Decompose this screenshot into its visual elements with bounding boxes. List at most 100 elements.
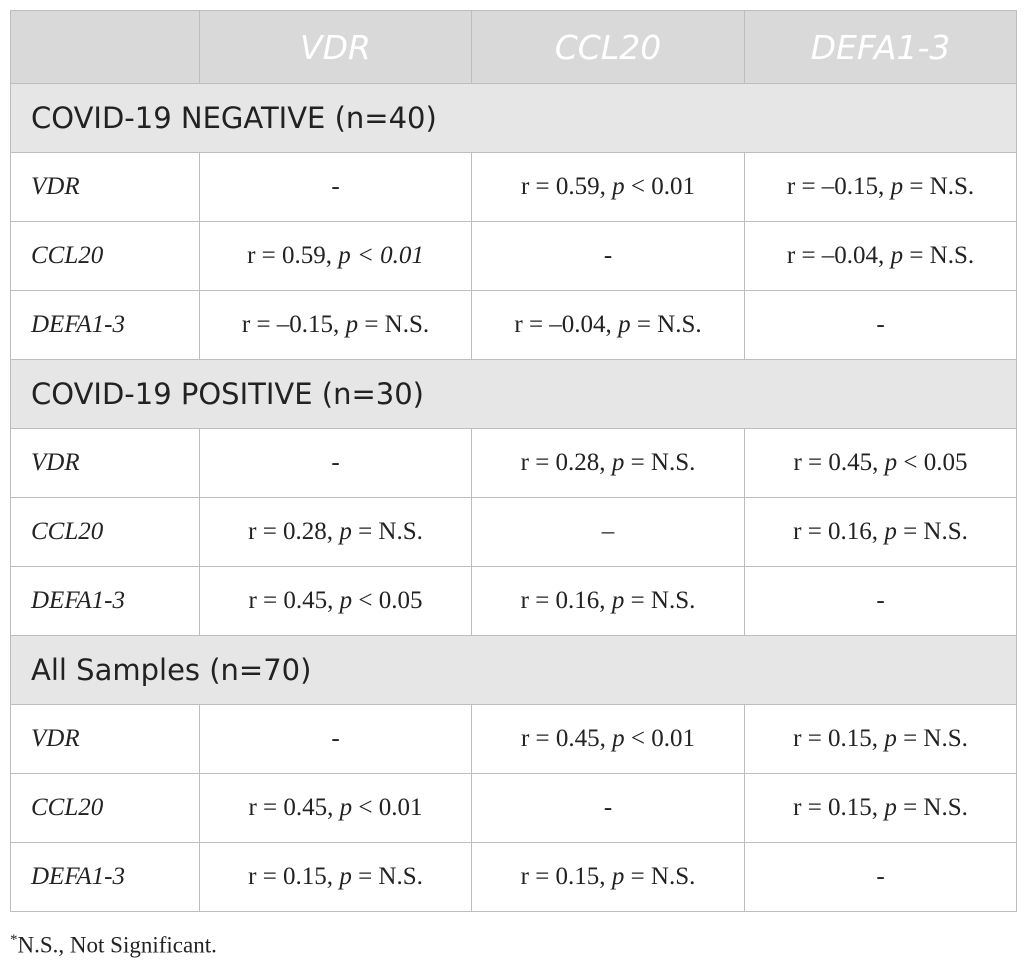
row-label: CCL20 [10,773,200,843]
correlation-cell: - [199,704,472,774]
p-symbol: p [339,518,352,545]
r-value: r = 0.28, [520,449,612,476]
correlation-cell: r = 0.45, p < 0.05 [199,566,472,636]
p-symbol: p [890,173,904,200]
correlation-cell: r = 0.28, p = N.S. [199,497,472,567]
p-symbol: p [884,725,897,752]
correlation-cell: r = 0.28, p = N.S. [471,428,745,498]
p-value: = N.S. [896,518,968,545]
p-value: = N.S. [624,863,696,890]
table-row: VDR - r = 0.59, p < 0.01 r = –0.15, p = N.S… [10,152,1017,222]
r-value: r = 0.15, [248,863,340,890]
r-value: r = 0.16, [793,518,885,545]
p-symbol: p [611,587,625,614]
r-value: r = –0.04, [514,311,619,338]
r-value: r = 0.45, [248,587,340,614]
p-value: < 0.01 [350,242,424,269]
table-row: DEFA1-3 r = 0.15, p = N.S. r = 0.15, p = N… [10,842,1017,912]
p-symbol: p [884,794,897,821]
row-label: VDR [10,428,200,498]
empty-dash: - [603,794,613,821]
r-value: r = 0.59, [247,242,339,269]
p-value: = N.S. [351,518,423,545]
correlation-table: VDR CCL20 DEFA1-3 COVID-19 NEGATIVE (n=4… [10,10,1017,912]
group-row: COVID-19 POSITIVE (n=30) [10,359,1017,429]
p-symbol: p [339,587,353,614]
group-title: COVID-19 POSITIVE (n=30) [10,359,1017,429]
r-value: r = 0.15, [793,725,885,752]
row-label: VDR [10,152,200,222]
header-defa1-3: DEFA1-3 [744,10,1017,84]
p-symbol: p [884,449,898,476]
r-value: r = 0.15, [793,794,885,821]
p-value: = N.S. [903,242,975,269]
p-symbol: p [339,863,352,890]
p-value: = N.S. [630,311,702,338]
row-label: CCL20 [10,221,200,291]
group-row: All Samples (n=70) [10,635,1017,705]
p-value: < 0.01 [624,173,696,200]
correlation-cell: r = –0.15, p = N.S. [199,290,472,360]
footnote: *N.S., Not Significant. [10,932,217,959]
row-label: DEFA1-3 [10,842,200,912]
correlation-cell: r = 0.15, p = N.S. [199,842,472,912]
correlation-cell: r = 0.59, p < 0.01 [471,152,745,222]
r-value: r = 0.15, [520,863,612,890]
p-value: = N.S. [351,863,423,890]
footnote-marker: * [10,932,18,948]
empty-dash: - [331,725,340,752]
correlation-cell: r = –0.04, p = N.S. [471,290,745,360]
empty-dash: – [601,518,615,545]
table-row: DEFA1-3 r = 0.45, p < 0.05 r = 0.16, p = N… [10,566,1017,636]
r-value: r = –0.15, [241,311,346,338]
p-value: = N.S. [624,587,696,614]
correlation-cell: r = 0.15, p = N.S. [744,704,1017,774]
correlation-cell: – [471,497,745,567]
p-symbol: p [618,311,631,338]
table-row: DEFA1-3 r = –0.15, p = N.S. r = –0.04, p =… [10,290,1017,360]
group-title: COVID-19 NEGATIVE (n=40) [10,83,1017,153]
correlation-cell: - [199,152,472,222]
r-value: r = 0.45, [248,794,340,821]
p-symbol: p [611,449,625,476]
group-row: COVID-19 NEGATIVE (n=40) [10,83,1017,153]
correlation-cell: r = 0.16, p = N.S. [744,497,1017,567]
p-symbol: p [345,311,359,338]
correlation-cell: - [471,773,745,843]
header-vdr: VDR [199,10,472,84]
group-title: All Samples (n=70) [10,635,1017,705]
r-value: r = 0.28, [248,518,340,545]
correlation-cell: r = 0.45, p < 0.01 [471,704,745,774]
p-value: = N.S. [624,449,696,476]
row-label: VDR [10,704,200,774]
r-value: r = 0.59, [520,173,613,200]
correlation-cell: r = 0.45, p < 0.05 [744,428,1017,498]
empty-dash: - [603,242,613,269]
empty-dash: - [876,311,885,338]
p-symbol: p [611,863,625,890]
p-symbol: p [612,173,625,200]
table-row: VDR - r = 0.45, p < 0.01 r = 0.15, p = N.S. [10,704,1017,774]
footnote-text: N.S., Not Significant. [17,932,217,958]
p-symbol: p [339,794,353,821]
correlation-cell: - [744,842,1017,912]
correlation-cell: - [471,221,745,291]
p-value: = N.S. [358,311,430,338]
header-empty-cell [10,10,200,84]
table-row: CCL20 r = 0.28, p = N.S. – r = 0.16, p = N.… [10,497,1017,567]
correlation-cell: r = –0.04, p = N.S. [744,221,1017,291]
empty-dash: - [331,449,340,476]
header-ccl20: CCL20 [471,10,745,84]
r-value: r = 0.45, [793,449,885,476]
row-label: CCL20 [10,497,200,567]
correlation-cell: - [199,428,472,498]
empty-dash: - [331,173,340,200]
r-value: r = 0.45, [520,725,613,752]
p-symbol: p [890,242,904,269]
p-symbol: p [612,725,625,752]
p-value: < 0.05 [897,449,968,476]
correlation-cell: r = 0.16, p = N.S. [471,566,745,636]
p-value: = N.S. [903,173,975,200]
correlation-cell: r = 0.45, p < 0.01 [199,773,472,843]
header-row: VDR CCL20 DEFA1-3 [10,10,1017,84]
